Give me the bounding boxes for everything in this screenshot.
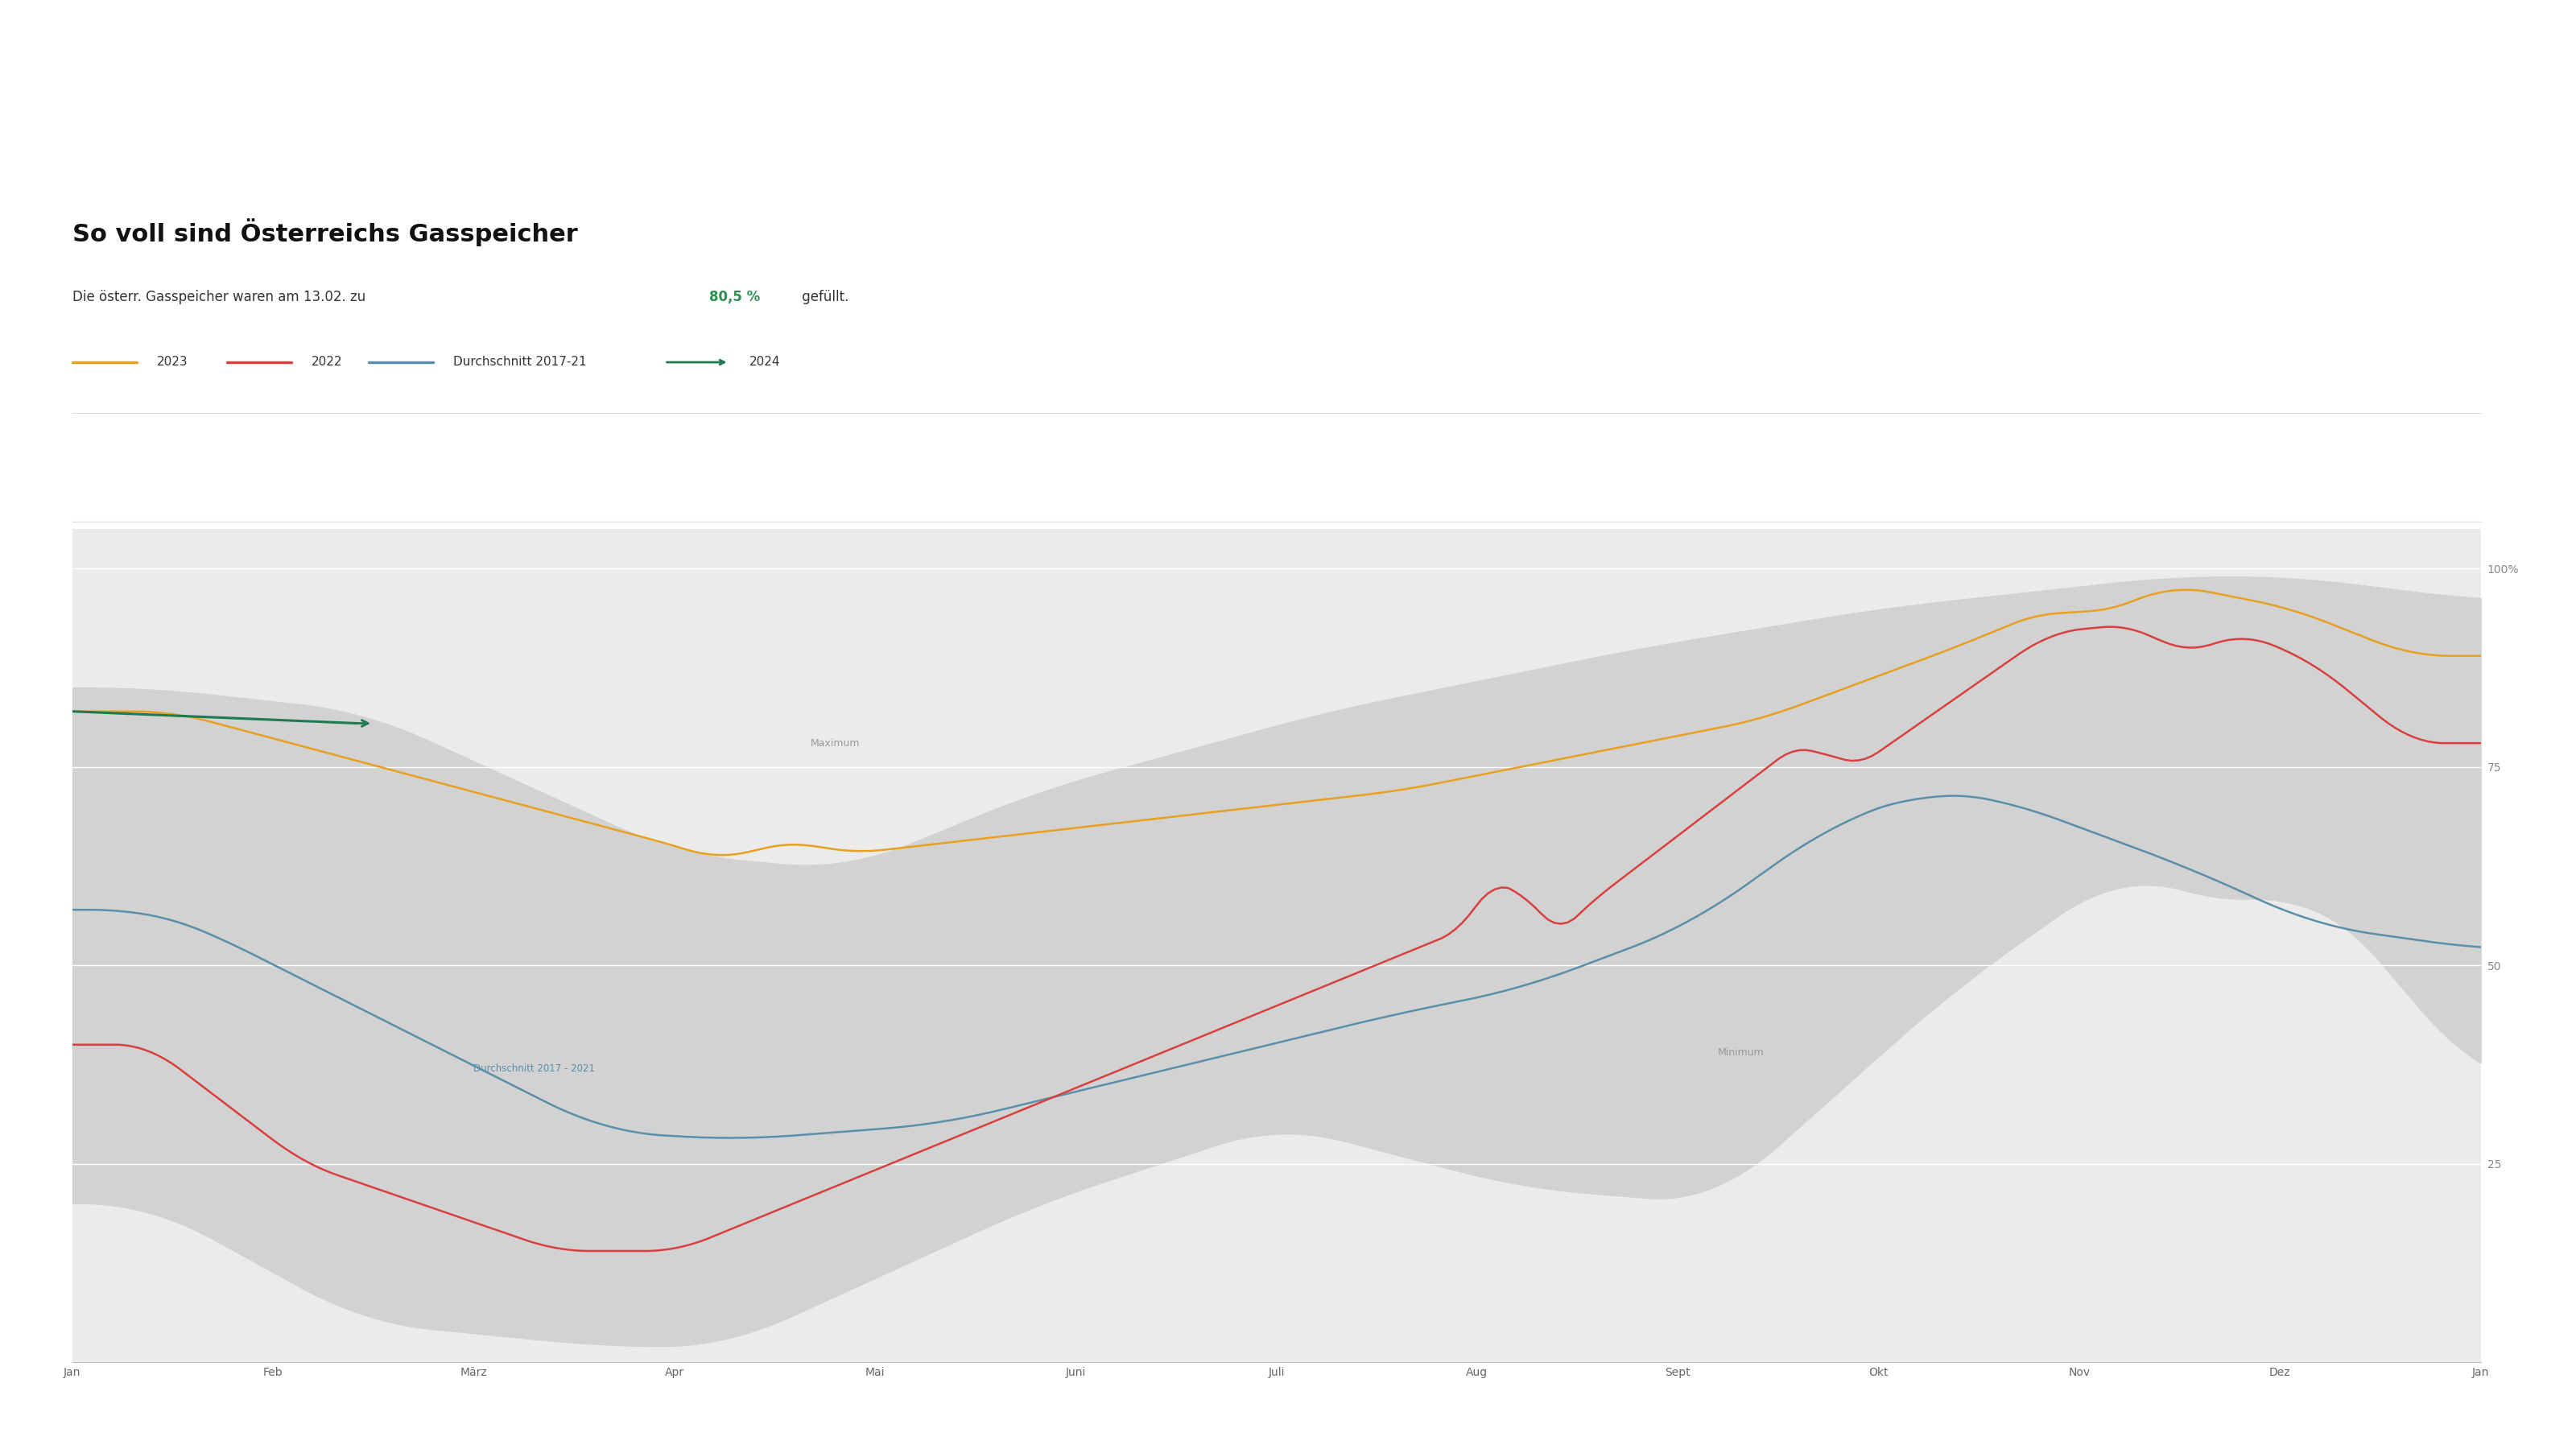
Text: So voll sind Österreichs Gasspeicher: So voll sind Österreichs Gasspeicher <box>72 219 577 246</box>
Text: Maximum: Maximum <box>809 738 860 748</box>
Text: Minimum: Minimum <box>1718 1048 1765 1058</box>
Text: 2022: 2022 <box>312 356 343 368</box>
Text: gefüllt.: gefüllt. <box>799 290 850 304</box>
Text: 80,5 %: 80,5 % <box>708 290 760 304</box>
Text: 2024: 2024 <box>750 356 781 368</box>
Text: Die österr. Gasspeicher waren am 13.02. zu: Die österr. Gasspeicher waren am 13.02. … <box>72 290 368 304</box>
Text: Durchschnitt 2017-21: Durchschnitt 2017-21 <box>453 356 587 368</box>
Text: 2023: 2023 <box>157 356 188 368</box>
Text: Durchschnitt 2017 - 2021: Durchschnitt 2017 - 2021 <box>474 1064 595 1074</box>
